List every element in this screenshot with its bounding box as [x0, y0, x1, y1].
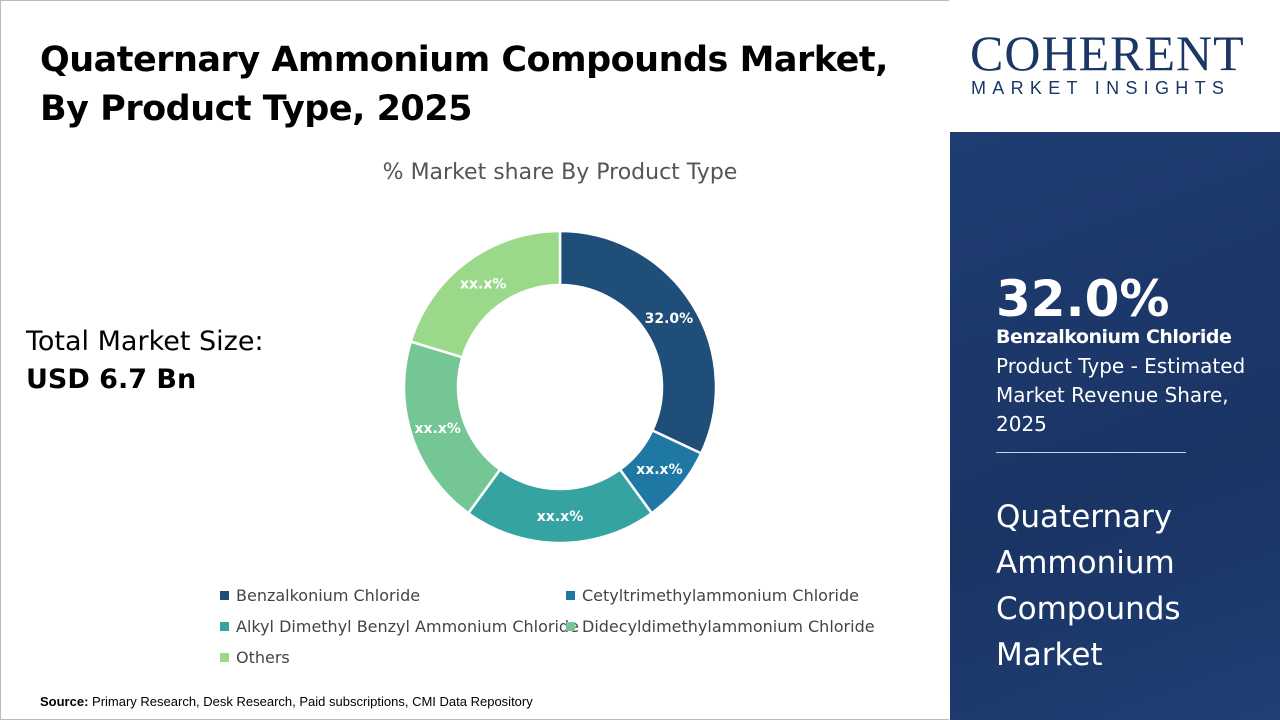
highlight-segment: Benzalkonium Chloride: [996, 326, 1232, 348]
legend-swatch: [566, 622, 575, 631]
legend-swatch: [220, 622, 229, 631]
source-note: Source: Primary Research, Desk Research,…: [40, 694, 533, 709]
page-title: Quaternary Ammonium Compounds Market, By…: [40, 40, 888, 129]
legend-label: Benzalkonium Chloride: [236, 586, 421, 605]
divider: [996, 452, 1186, 453]
source-text: Primary Research, Desk Research, Paid su…: [92, 694, 533, 709]
logo-main-text: COHERENT: [970, 25, 1245, 81]
donut-slice-5: [409, 229, 562, 359]
highlight-description: Product Type - Estimated Market Revenue …: [996, 354, 1246, 436]
source-label: Source:: [40, 694, 89, 709]
logo-sub-text: MARKET INSIGHTS: [971, 78, 1231, 98]
legend-label: Others: [236, 648, 290, 667]
data-label: xx.x%: [537, 509, 583, 525]
donut-slice-1: [558, 229, 718, 456]
highlight-percent: 32.0%: [996, 270, 1170, 328]
legend-label: Didecyldimethylammonium Chloride: [582, 617, 875, 636]
legend-swatch: [220, 591, 229, 600]
legend-item: Benzalkonium Chloride: [220, 586, 420, 605]
highlight-panel: 32.0% Benzalkonium Chloride Product Type…: [950, 132, 1280, 720]
donut-slice-3: [466, 467, 654, 545]
legend-swatch: [566, 591, 575, 600]
legend-label: Cetyltrimethylammonium Chloride: [582, 586, 859, 605]
total-market-label: Total Market Size:: [26, 326, 264, 357]
legend-item: Alkyl Dimethyl Benzyl Ammonium Chloride: [220, 617, 579, 636]
data-label: 32.0%: [645, 311, 694, 327]
data-label: xx.x%: [460, 276, 506, 292]
data-label: xx.x%: [636, 462, 682, 478]
chart-title: % Market share By Product Type: [382, 160, 738, 185]
legend-item: Didecyldimethylammonium Chloride: [566, 617, 875, 636]
legend-swatch: [220, 653, 229, 662]
market-name: Quaternary Ammonium Compounds Market: [996, 499, 1181, 673]
legend-item: Others: [220, 648, 290, 667]
data-label: xx.x%: [414, 421, 460, 437]
legend-label: Alkyl Dimethyl Benzyl Ammonium Chloride: [236, 617, 579, 636]
legend-item: Cetyltrimethylammonium Chloride: [566, 586, 859, 605]
company-logo: COHERENT MARKET INSIGHTS: [950, 0, 1280, 132]
total-market-value: USD 6.7 Bn: [26, 364, 197, 395]
